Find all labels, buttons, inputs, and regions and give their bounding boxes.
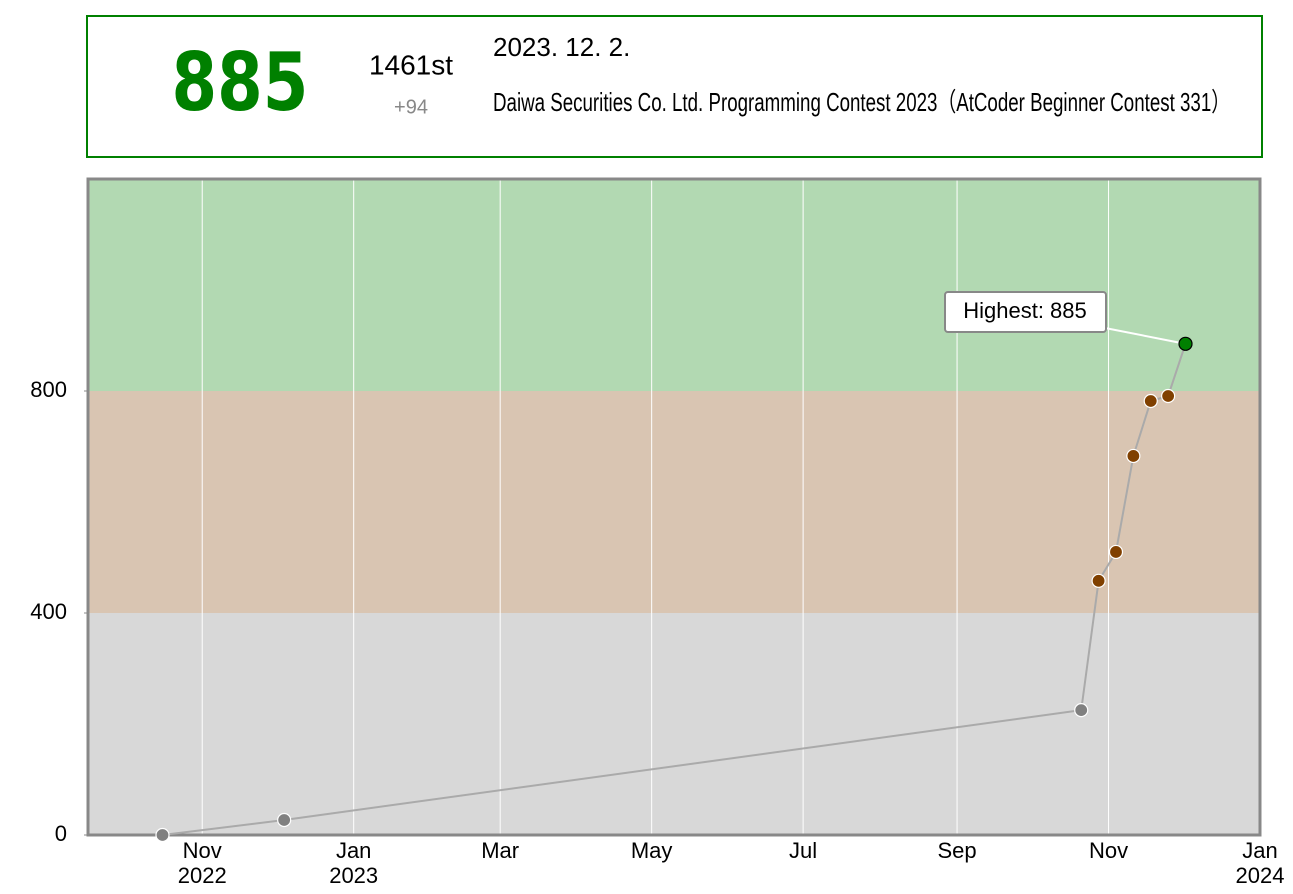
y-tick-label: 400 (30, 599, 67, 624)
rank: 1461st (369, 49, 453, 80)
rating-point (1108, 544, 1124, 560)
contest-name: Daiwa Securities Co. Ltd. Programming Co… (493, 87, 1230, 117)
rating-point (1074, 703, 1089, 718)
x-tick-label: 2024 (1236, 863, 1285, 888)
rating-point (1143, 393, 1158, 409)
rating-point (277, 812, 292, 828)
contest-date: 2023. 12. 2. (493, 32, 630, 62)
rating-point (1178, 336, 1193, 351)
rating-band (88, 391, 1260, 614)
plot-frame (86, 177, 1262, 837)
annotation-box (944, 291, 1107, 333)
rating-diff: +94 (394, 96, 428, 118)
x-tick-label: Nov (1089, 838, 1128, 863)
x-tick-label: Nov (183, 838, 222, 863)
rating-band (88, 179, 1260, 392)
x-tick-label: 2022 (178, 863, 227, 888)
x-tick-label: Jul (789, 838, 817, 863)
annotation-leader (1099, 326, 1186, 345)
annotation-text: Highest: 885 (963, 298, 1087, 323)
x-tick-label: Jan (336, 838, 371, 863)
status-box (86, 15, 1263, 158)
rating-point (155, 827, 170, 843)
rating-point (1091, 573, 1106, 588)
x-tick-label: Jan (1242, 838, 1277, 863)
x-tick-label: Mar (481, 838, 519, 863)
x-tick-label: 2023 (329, 863, 378, 888)
rating-band (88, 613, 1260, 835)
y-tick-label: 800 (30, 377, 67, 402)
x-tick-label: Sep (937, 838, 976, 863)
rating-point (1161, 388, 1176, 404)
y-tick-label: 0 (55, 821, 67, 846)
x-tick-label: May (631, 838, 673, 863)
rating-point (1126, 448, 1141, 464)
rating: 885 (172, 37, 309, 130)
